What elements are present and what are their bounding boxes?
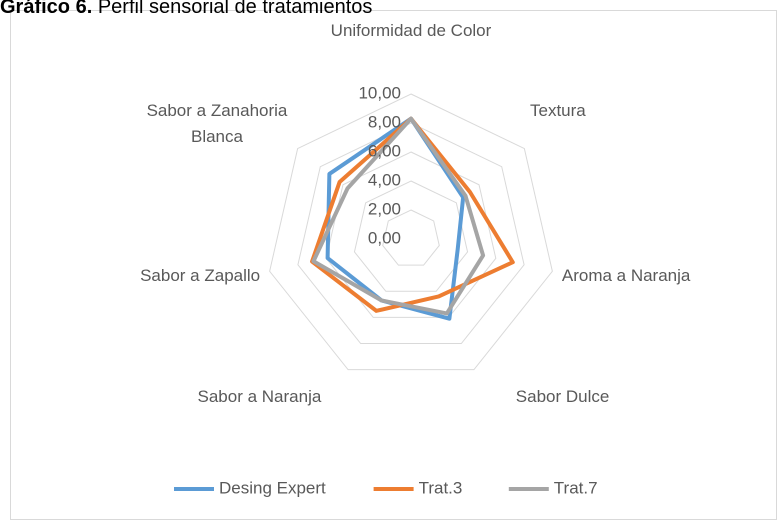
category-label-box: Aroma a Naranja	[561, 265, 691, 285]
category-label-box: Sabor a Zanahoria Blanca	[146, 101, 288, 147]
title-text: Perfil sensorial de tratamientos	[98, 0, 373, 18]
chart-frame	[10, 10, 777, 520]
category-label-box: Uniformidad de Color	[330, 21, 492, 40]
category-label-box: Sabor a Zapallo	[140, 265, 261, 285]
legend-label: Trat.3	[419, 478, 463, 497]
category-label: Aroma a Naranja	[561, 265, 691, 285]
category-label: Sabor Dulce	[515, 386, 610, 406]
title-bold: Gráfico 6.	[0, 0, 92, 18]
category-label-box: Sabor a Naranja	[197, 386, 322, 406]
chart-title: Gráfico 6. Perfil sensorial de tratamien…	[0, 0, 372, 18]
category-label: Sabor a Zapallo	[140, 265, 261, 285]
axis-tick-label: 8,00	[368, 112, 401, 131]
grid-ring	[297, 122, 525, 345]
category-label: Textura	[530, 101, 586, 121]
legend-label: Desing Expert	[219, 478, 326, 497]
series-line	[311, 116, 486, 316]
category-label: Uniformidad de Color	[330, 21, 492, 40]
axis-tick-label: 2,00	[368, 199, 401, 218]
grid-ring	[353, 180, 469, 292]
axis-tick-label: 6,00	[368, 141, 401, 160]
category-label: Sabor a Zanahoria Blanca	[146, 101, 288, 147]
grid-ring	[269, 93, 553, 371]
axis-tick-label: 4,00	[368, 170, 401, 189]
grid-ring	[325, 151, 497, 318]
legend-label: Trat.7	[554, 478, 598, 497]
category-label-box: Textura	[530, 101, 586, 121]
axis-tick-label: 0,00	[368, 228, 401, 247]
grid-ring	[382, 209, 440, 266]
series-line	[325, 116, 466, 321]
category-label: Sabor a Naranja	[197, 386, 322, 406]
category-label-box: Sabor Dulce	[515, 386, 610, 406]
axis-tick-label: 10,00	[358, 83, 401, 102]
